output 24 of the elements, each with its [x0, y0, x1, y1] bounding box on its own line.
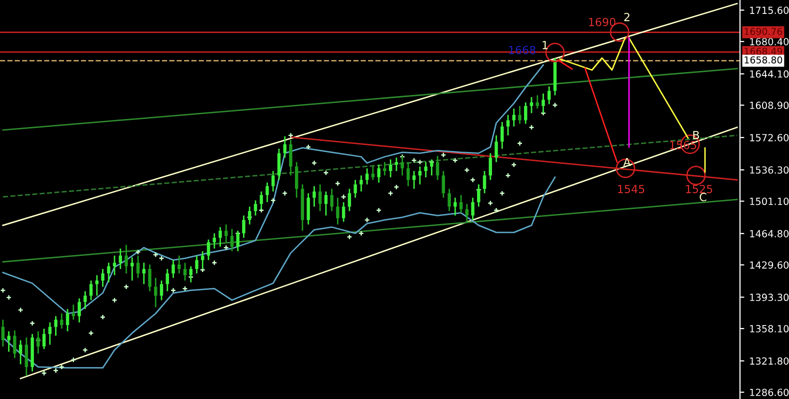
ref-line-label: 1668.49 [744, 48, 782, 55]
y-tick-label: 1608.90 [750, 102, 789, 110]
annotation: C [700, 192, 706, 202]
ref-line-label: 1658.80 [744, 56, 782, 64]
y-tick-label: 1429.60 [750, 261, 789, 269]
y-tick-label: 1536.30 [750, 166, 789, 174]
y-tick-label: 1393.30 [750, 294, 789, 302]
y-tick-label: 1358.10 [750, 325, 789, 332]
ref-line-label: 1690.76 [744, 28, 782, 36]
y-tick-label: 1680.40 [750, 38, 789, 46]
y-tick-label: 1464.80 [750, 230, 789, 238]
y-tick-label: 1572.60 [750, 134, 789, 142]
y-tick-label: 1644.10 [750, 70, 789, 78]
y-tick-label: 1286.60 [750, 388, 789, 396]
annotation: B [693, 130, 700, 140]
annotation: 1525 [686, 184, 712, 194]
annotation: A [623, 158, 631, 166]
y-tick-label: 1715.60 [750, 6, 789, 14]
annotation: 1690 [589, 18, 616, 26]
annotation: 1 [542, 40, 548, 50]
annotation: 2 [624, 12, 630, 22]
annotation: 1545 [618, 184, 644, 194]
y-tick-label: 1501.10 [750, 198, 789, 206]
y-tick-label: 1321.80 [750, 357, 789, 365]
